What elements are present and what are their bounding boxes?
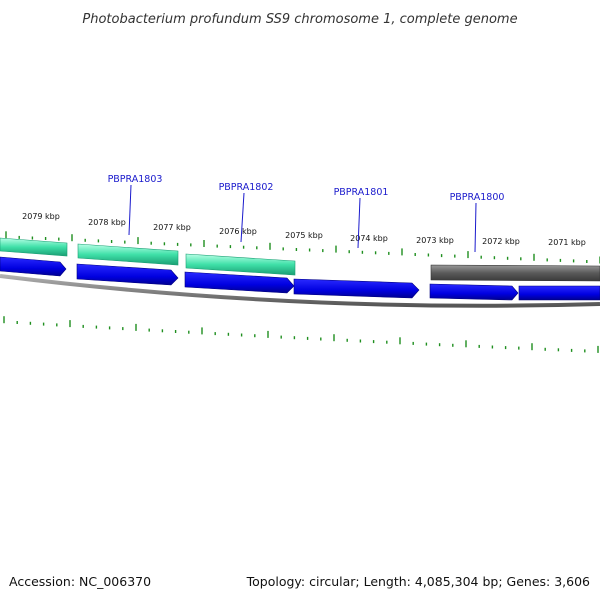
gene-leader-line bbox=[357, 197, 361, 249]
reverse-gene[interactable] bbox=[293, 278, 420, 299]
chromosome-backbone bbox=[0, 274, 600, 308]
tick-label-2078: 2078 kbp bbox=[88, 218, 126, 227]
accession-text: Accession: NC_006370 bbox=[9, 574, 151, 589]
forward-gene-pbpra1802[interactable] bbox=[185, 253, 296, 276]
grey-feature[interactable] bbox=[430, 264, 600, 282]
tick-label-2077: 2077 kbp bbox=[153, 223, 191, 232]
gene-label-pbpra1802[interactable]: PBPRA1802 bbox=[219, 182, 274, 193]
tick-label-2075: 2075 kbp bbox=[285, 231, 323, 240]
inner-tick-marks bbox=[3, 316, 599, 353]
tick-label-2079: 2079 kbp bbox=[22, 212, 60, 221]
reverse-gene[interactable] bbox=[518, 285, 600, 301]
tick-label-2072: 2072 kbp bbox=[482, 237, 520, 246]
forward-strand-track bbox=[0, 237, 296, 276]
outer-tick-marks bbox=[5, 231, 600, 264]
tick-label-2074: 2074 kbp bbox=[350, 234, 388, 243]
gene-label-pbpra1803[interactable]: PBPRA1803 bbox=[108, 174, 163, 185]
forward-gene[interactable] bbox=[0, 237, 68, 257]
genome-summary-text: Topology: circular; Length: 4,085,304 bp… bbox=[246, 574, 590, 589]
gene-labels: PBPRA1803 PBPRA1802 PBPRA1801 PBPRA1800 bbox=[108, 174, 505, 253]
gene-leader-line bbox=[474, 202, 477, 253]
map-title: Photobacterium profundum SS9 chromosome … bbox=[82, 12, 517, 27]
tick-label-2076: 2076 kbp bbox=[219, 227, 257, 236]
reverse-strand-track bbox=[0, 256, 600, 301]
tick-labels: 2079 kbp 2078 kbp 2077 kbp 2076 kbp 2075… bbox=[22, 212, 586, 247]
reverse-gene[interactable] bbox=[429, 283, 519, 301]
tick-label-2071: 2071 kbp bbox=[548, 238, 586, 247]
tick-label-2073: 2073 kbp bbox=[416, 236, 454, 245]
gene-leader-line bbox=[128, 184, 132, 236]
reverse-gene[interactable] bbox=[184, 271, 295, 294]
forward-gene-pbpra1803[interactable] bbox=[77, 243, 179, 266]
gene-label-pbpra1800[interactable]: PBPRA1800 bbox=[450, 192, 505, 203]
reverse-gene[interactable] bbox=[76, 263, 179, 286]
gene-label-pbpra1801[interactable]: PBPRA1801 bbox=[334, 187, 389, 198]
gene-leader-line bbox=[240, 192, 245, 243]
reverse-gene[interactable] bbox=[0, 256, 67, 277]
